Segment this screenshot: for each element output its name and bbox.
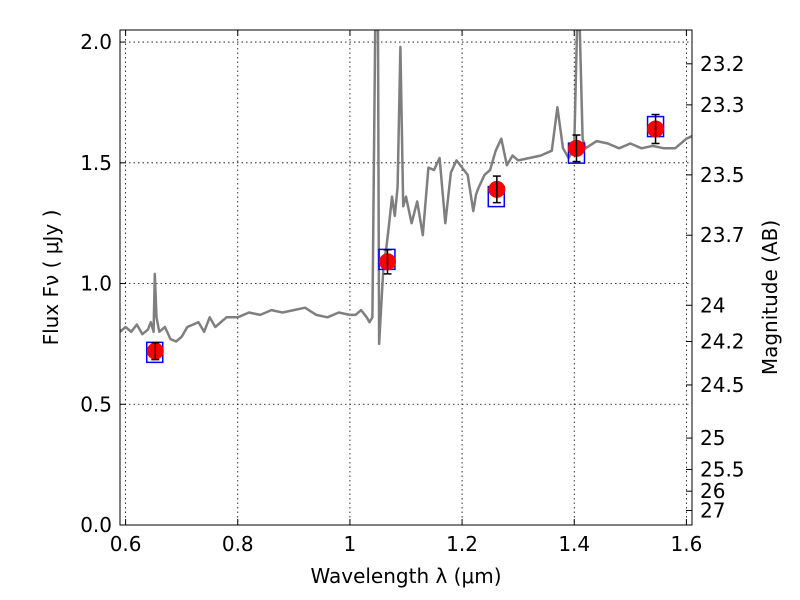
right-tick-label: 23.5 — [700, 163, 745, 187]
right-tick-label: 27 — [700, 499, 725, 523]
right-tick-label: 23.7 — [700, 223, 745, 247]
y-tick-label: 0.0 — [80, 513, 112, 537]
right-tick-label: 23.3 — [700, 93, 745, 117]
right-tick-label: 25 — [700, 426, 725, 450]
spectrum-layer — [120, 30, 692, 346]
right-tick-label: 24 — [700, 293, 725, 317]
right-tick-label: 26 — [700, 479, 725, 503]
right-tick-label: 25.5 — [700, 457, 745, 481]
grid-lines — [120, 30, 692, 526]
data-point — [378, 248, 396, 275]
right-tick-label: 23.2 — [700, 52, 745, 76]
y-tick-label: 2.0 — [80, 30, 112, 54]
spectrum-line — [120, 30, 692, 346]
data-point — [146, 341, 164, 361]
right-axis-title: Magnitude (AB) — [758, 220, 782, 375]
right-tick-label: 24.5 — [700, 373, 745, 397]
tick-layer: 0.6 0.8 1 1.2 1.4 1.6 0.0 0.5 1.0 1.5 2.0 23.2 23.3 2… — [80, 30, 745, 556]
data-point — [488, 175, 506, 204]
x-tick-label: 0.6 — [110, 532, 142, 556]
x-tick-label: 1.2 — [446, 532, 478, 556]
data-point — [567, 134, 585, 163]
x-axis-title: Wavelength λ (μm) — [310, 564, 501, 588]
y-axis-title: Flux Fν ( μJy ) — [39, 210, 63, 346]
x-tick-label: 1.4 — [558, 532, 590, 556]
y-tick-label: 1.0 — [80, 272, 112, 296]
x-tick-label: 0.8 — [222, 532, 254, 556]
plot-frame — [119, 29, 693, 526]
y-tick-label: 0.5 — [80, 392, 112, 416]
y-tick-label: 1.5 — [80, 151, 112, 175]
marker-layer — [146, 113, 665, 364]
x-tick-label: 1.6 — [670, 532, 702, 556]
x-tick-label: 1 — [344, 532, 357, 556]
data-point — [647, 113, 665, 145]
right-tick-label: 24.2 — [700, 329, 745, 353]
